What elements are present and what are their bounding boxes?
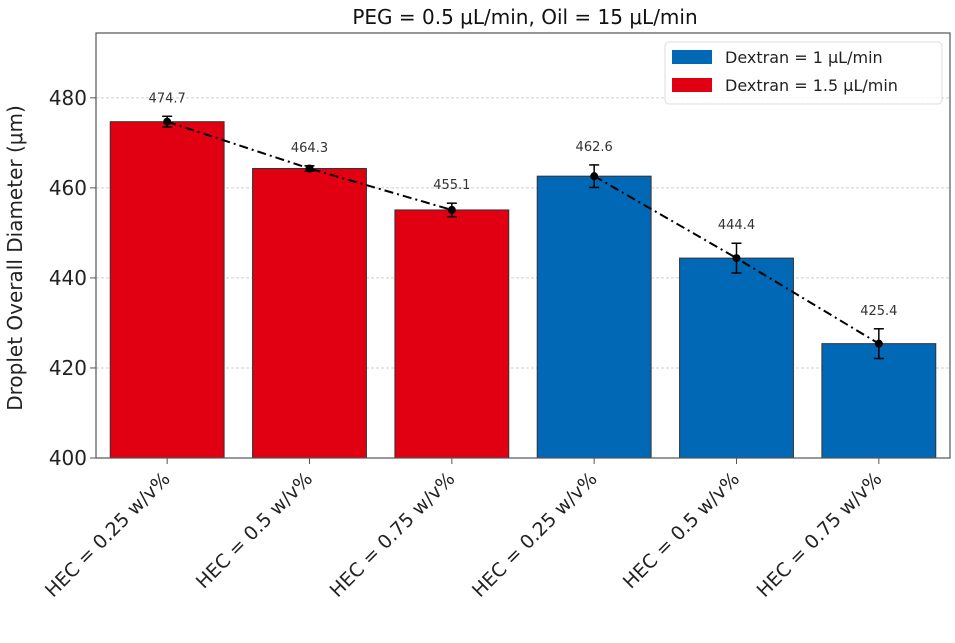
y-tick-label: 460	[49, 176, 87, 200]
trend-line	[593, 175, 880, 345]
data-label: 464.3	[291, 141, 328, 156]
bar	[252, 168, 367, 459]
bar	[679, 257, 794, 459]
legend: Dextran = 1 μL/min Dextran = 1.5 μL/min	[664, 41, 943, 105]
bar	[821, 343, 937, 459]
data-label: 455.1	[433, 178, 470, 193]
data-label: 462.6	[576, 140, 613, 155]
x-tick-label: HEC = 0.25 w/v%	[41, 468, 175, 602]
bar	[394, 209, 510, 459]
x-tick-label: HEC = 0.75 w/v%	[753, 468, 887, 602]
bar	[109, 121, 225, 459]
x-tick-label: HEC = 0.5 w/v%	[619, 468, 744, 593]
data-labels: 474.7 464.3 455.1 462.6 444.4 425.4	[149, 91, 898, 319]
trend-lines	[166, 120, 880, 345]
plot-frame	[95, 32, 951, 459]
x-axis-ticks: HEC = 0.25 w/v% HEC = 0.5 w/v% HEC = 0.75 …	[41, 458, 886, 602]
mean-marker	[732, 254, 741, 263]
mean-marker	[590, 172, 599, 181]
y-tick-label: 480	[49, 86, 87, 110]
legend-label: Dextran = 1 μL/min	[725, 48, 883, 67]
trend-line	[166, 120, 453, 211]
y-tick-label: 440	[49, 266, 87, 290]
mean-marker	[447, 205, 456, 214]
x-tick-label: HEC = 0.75 w/v%	[326, 468, 460, 602]
legend-label: Dextran = 1.5 μL/min	[725, 76, 898, 95]
data-label: 444.4	[718, 218, 755, 233]
y-axis-label: Droplet Overall Diameter (μm)	[3, 105, 27, 411]
error-bars	[162, 115, 884, 360]
mean-marker	[874, 339, 883, 348]
mean-marker	[163, 117, 172, 126]
y-tick-label: 400	[49, 446, 87, 470]
x-tick-label: HEC = 0.25 w/v%	[468, 468, 602, 602]
legend-swatch	[672, 50, 712, 64]
legend-swatch	[672, 78, 712, 92]
y-tick-label: 420	[49, 356, 87, 380]
x-tick-label: HEC = 0.5 w/v%	[192, 468, 317, 593]
mean-marker	[305, 164, 314, 173]
chart-title: PEG = 0.5 μL/min, Oil = 15 μL/min	[352, 5, 697, 29]
data-label: 474.7	[149, 91, 186, 106]
bar	[536, 175, 652, 459]
bars	[109, 121, 937, 459]
legend-box	[664, 41, 943, 105]
data-label: 425.4	[860, 304, 897, 319]
y-axis-ticks: 400 420 440 460 480	[49, 86, 96, 470]
